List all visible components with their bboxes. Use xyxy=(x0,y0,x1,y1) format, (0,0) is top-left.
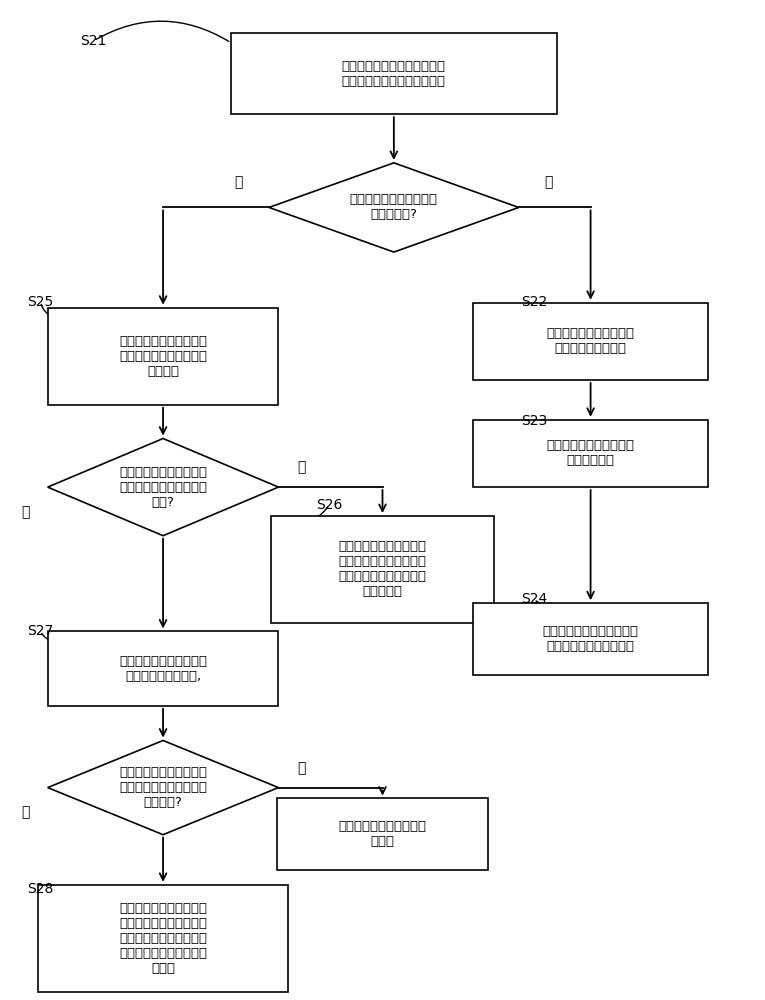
Text: 是: 是 xyxy=(297,460,305,474)
FancyBboxPatch shape xyxy=(474,603,708,675)
Text: S27: S27 xyxy=(28,624,54,638)
Text: 是: 是 xyxy=(545,176,553,190)
Text: 调整与当前发射功率相等的
历史发射功率的使用频率: 调整与当前发射功率相等的 历史发射功率的使用频率 xyxy=(542,625,639,653)
Text: S24: S24 xyxy=(521,592,547,606)
Text: S22: S22 xyxy=(521,295,547,309)
FancyBboxPatch shape xyxy=(47,631,278,706)
Text: S26: S26 xyxy=(317,498,343,512)
FancyBboxPatch shape xyxy=(277,798,488,870)
Polygon shape xyxy=(47,740,278,835)
FancyBboxPatch shape xyxy=(231,33,556,114)
FancyBboxPatch shape xyxy=(38,885,288,992)
FancyBboxPatch shape xyxy=(474,420,708,487)
Text: 待发射功率与当前发射功
率是否相近?: 待发射功率与当前发射功 率是否相近? xyxy=(350,193,438,221)
FancyBboxPatch shape xyxy=(47,308,278,405)
Text: 将待发射功率设置为遥控
装置的实际发射功率,: 将待发射功率设置为遥控 装置的实际发射功率, xyxy=(119,655,207,683)
Text: 否: 否 xyxy=(235,176,243,190)
Text: 是: 是 xyxy=(297,761,305,775)
Text: S25: S25 xyxy=(28,295,54,309)
Text: S21: S21 xyxy=(80,34,106,48)
Text: S23: S23 xyxy=(521,414,547,428)
Text: 从历史工作参数库中获取
使用频率最高的一组历史
工作参数: 从历史工作参数库中获取 使用频率最高的一组历史 工作参数 xyxy=(119,335,207,378)
Text: 待发射功率与其它历史工
作参数中的历史发射功率
是否相近?: 待发射功率与其它历史工 作参数中的历史发射功率 是否相近? xyxy=(119,766,207,809)
Text: 将历史发射功率设置为遥
控装置的实际发射功率，
并调整该组历史工作参数
的使用频率: 将历史发射功率设置为遥 控装置的实际发射功率， 并调整该组历史工作参数 的使用频… xyxy=(338,540,427,598)
Text: 否: 否 xyxy=(21,505,29,519)
Text: 从历史工作参数库中获取
历史工作参数: 从历史工作参数库中获取 历史工作参数 xyxy=(546,439,635,467)
FancyBboxPatch shape xyxy=(271,516,494,623)
Text: 否: 否 xyxy=(21,805,29,819)
Text: S28: S28 xyxy=(28,882,54,896)
Text: 调整该历史工作参数的使
用频率: 调整该历史工作参数的使 用频率 xyxy=(338,820,427,848)
FancyBboxPatch shape xyxy=(474,303,708,380)
Text: 待发射功率与历史工作参
数中的历史发射功率是否
相近?: 待发射功率与历史工作参 数中的历史发射功率是否 相近? xyxy=(119,466,207,509)
Text: 遥控装置根据感测的其与被控
终端的距离计算其待发射功率: 遥控装置根据感测的其与被控 终端的距离计算其待发射功率 xyxy=(342,60,446,88)
Text: 将遥控装置与被控终端的
距离、待发射功率和使用
频率作为新的一组历史工
作参数存储在历史工作参
数库中: 将遥控装置与被控终端的 距离、待发射功率和使用 频率作为新的一组历史工 作参数存… xyxy=(119,902,207,975)
Text: 将当前发射功率作为遥控
装置的实际发射功率: 将当前发射功率作为遥控 装置的实际发射功率 xyxy=(546,327,635,355)
Polygon shape xyxy=(269,163,519,252)
Polygon shape xyxy=(47,439,278,536)
